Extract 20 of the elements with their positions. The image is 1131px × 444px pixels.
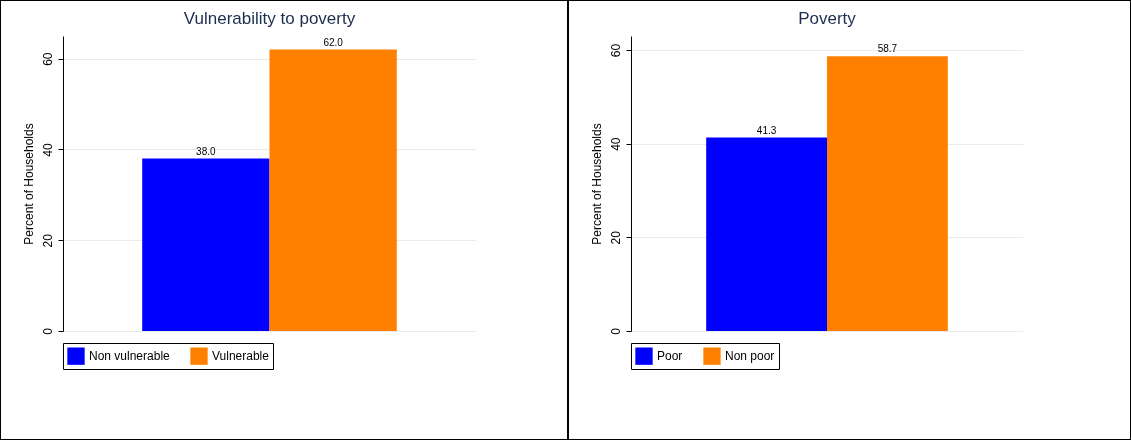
y-tick-label: 0	[40, 327, 55, 335]
legend-label: Poor	[657, 349, 683, 364]
y-tick-label: 20	[40, 233, 55, 248]
data-label: 58.7	[877, 43, 898, 55]
y-tick-label: 40	[40, 142, 55, 157]
y-axis-title: Percent of Households	[21, 123, 36, 245]
y-tick-label: 60	[40, 52, 55, 66]
legend-label: Vulnerable	[212, 349, 270, 364]
legend-label: Non poor	[725, 349, 775, 364]
data-label: 62.0	[323, 36, 344, 48]
data-label: 38.0	[196, 145, 217, 157]
y-tick-label: 0	[608, 327, 623, 335]
y-tick-label: 20	[608, 230, 623, 245]
y-tick-label: 60	[608, 43, 623, 58]
legend-label: Non vulnerable	[89, 349, 171, 364]
chart-title: Poverty	[798, 9, 857, 28]
y-tick-label: 40	[608, 137, 623, 151]
data-label: 41.3	[756, 124, 777, 136]
y-axis-title: Percent of Households	[589, 123, 604, 245]
chart-title: Vulnerability to poverty	[183, 9, 356, 28]
